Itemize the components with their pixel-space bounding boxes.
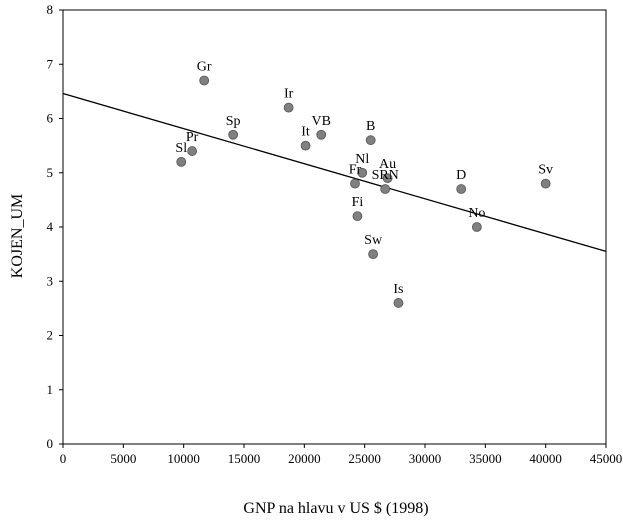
plot-area — [62, 9, 607, 445]
point-label: Gr — [197, 60, 212, 75]
data-point — [316, 129, 327, 140]
point-label: Nl — [355, 152, 369, 167]
y-tick-label: 7 — [47, 56, 54, 71]
point-label: Ir — [284, 87, 294, 102]
data-point — [199, 75, 210, 86]
data-point — [540, 178, 551, 189]
y-tick-label: 8 — [47, 2, 54, 17]
data-point — [380, 184, 391, 194]
point-label: D — [456, 168, 466, 183]
point-label: No — [468, 206, 485, 221]
regression-line — [62, 92, 607, 253]
data-point — [300, 140, 311, 151]
data-point — [393, 298, 404, 308]
data-point — [357, 167, 368, 178]
data-point — [228, 129, 239, 140]
y-tick-label: 1 — [47, 382, 54, 397]
plot-frame — [62, 9, 607, 445]
x-tick-label: 45000 — [590, 451, 623, 466]
y-tick-label: 3 — [47, 273, 54, 288]
y-tick-label: 6 — [47, 111, 54, 126]
y-axis-title: KOJEN_UM — [9, 194, 26, 278]
x-tick-label: 20000 — [288, 451, 321, 466]
data-point — [352, 211, 363, 222]
y-axis: 0 1 2 3 4 5 6 7 8 — [47, 2, 63, 451]
point-label: Sw — [364, 233, 383, 248]
y-tick-label: 0 — [47, 436, 54, 451]
point-label: Pr — [186, 130, 199, 145]
point-label: Is — [393, 282, 403, 297]
data-point — [365, 135, 376, 146]
x-tick-label: 35000 — [469, 451, 502, 466]
x-axis-title: GNP na hlavu v US $ (1998) — [243, 500, 428, 517]
data-points — [176, 75, 551, 308]
x-tick-label: 5000 — [110, 451, 136, 466]
point-label: VB — [312, 114, 331, 129]
data-point — [283, 102, 294, 113]
point-label: It — [301, 125, 310, 140]
data-point — [187, 146, 198, 156]
point-label: Sl — [175, 141, 187, 156]
x-tick-label: 25000 — [348, 451, 381, 466]
data-point — [368, 249, 379, 260]
data-point — [456, 184, 467, 194]
x-tick-label: 10000 — [167, 451, 200, 466]
point-label: Fr — [349, 163, 362, 178]
x-axis: 0 5000 10000 15000 20000 25000 30000 35000 40000… — [60, 444, 623, 466]
data-point — [350, 178, 360, 189]
x-tick-label: 15000 — [228, 451, 261, 466]
point-label: Au — [379, 157, 396, 172]
x-tick-label: 40000 — [529, 451, 562, 466]
regression-line-group — [62, 92, 607, 253]
data-point — [176, 156, 187, 167]
y-tick-label: 2 — [47, 328, 54, 343]
point-label: SRN — [372, 168, 399, 183]
point-label: Sp — [226, 114, 241, 129]
point-label: B — [366, 119, 375, 134]
x-tick-label: 30000 — [409, 451, 442, 466]
y-tick-label: 4 — [47, 219, 54, 234]
data-point — [382, 173, 393, 184]
data-point — [471, 222, 482, 232]
point-label: Sv — [538, 163, 553, 178]
point-label: Fi — [352, 195, 364, 210]
x-tick-label: 0 — [60, 451, 67, 466]
y-tick-label: 5 — [47, 165, 54, 180]
